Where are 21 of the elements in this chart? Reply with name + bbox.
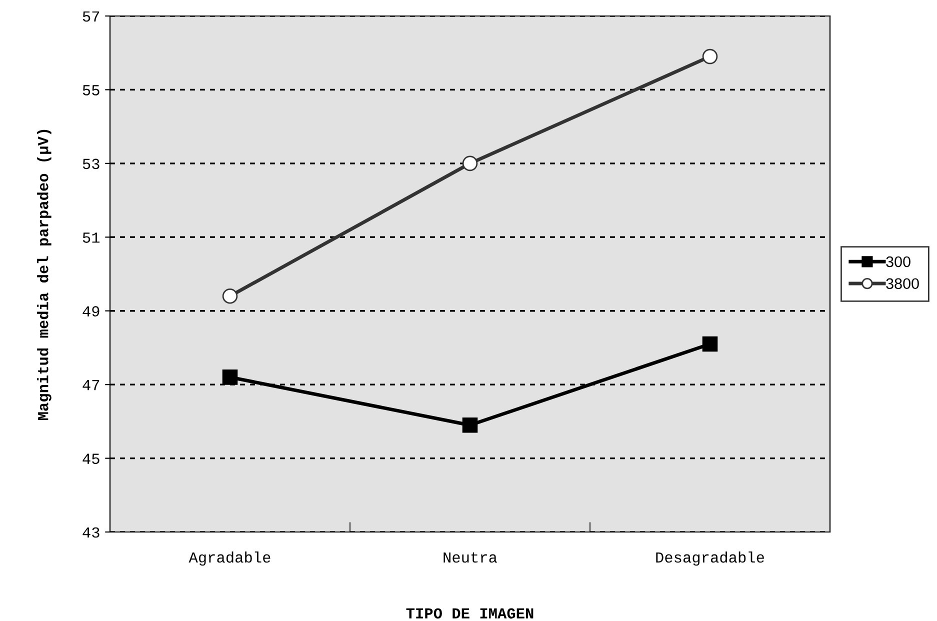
- y-tick-label: 57: [82, 11, 100, 22]
- legend-label: 3800: [886, 278, 919, 290]
- point: [222, 370, 238, 385]
- point: [702, 48, 718, 64]
- y-tick-label: 49: [82, 306, 100, 317]
- point: [222, 288, 238, 304]
- y-tick-label: 45: [82, 454, 100, 464]
- x-axis-title: TIPO DE IMAGEN: [406, 608, 534, 619]
- x-tick-label: Agradable: [188, 551, 270, 566]
- point: [462, 417, 478, 433]
- y-tick-label: 43: [82, 527, 100, 538]
- legend-label: 300: [886, 256, 910, 268]
- y-axis-title: Magnitud media del parpadeo (µV): [37, 130, 52, 420]
- point: [702, 336, 718, 352]
- y-tick-label: 55: [82, 85, 100, 96]
- x-tick-label: Desagradable: [656, 551, 764, 566]
- x-tick-label: Neutra: [444, 552, 497, 563]
- y-tick-label: 53: [82, 158, 100, 170]
- y-tick-label: 47: [82, 380, 100, 390]
- point: [462, 156, 478, 172]
- y-tick-label: 51: [82, 232, 100, 243]
